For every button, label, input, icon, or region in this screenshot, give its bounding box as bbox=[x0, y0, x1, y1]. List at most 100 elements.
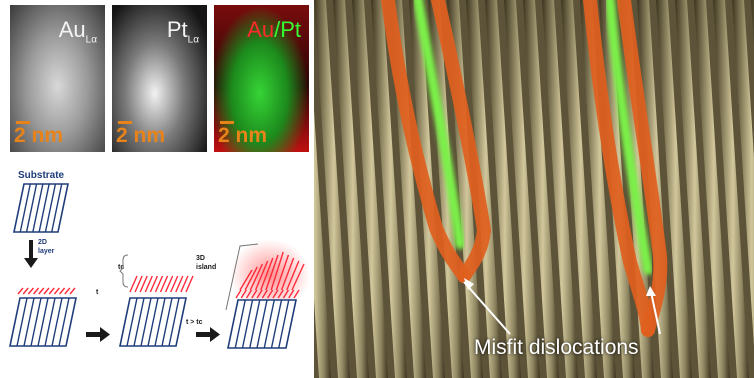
growth-schematic: Substrate 2D layer t tc t > tc 3D island bbox=[9, 170, 310, 349]
lattice-fringe bbox=[314, 110, 331, 378]
substrate-line bbox=[278, 299, 290, 349]
substrate-line bbox=[270, 299, 283, 349]
pt-layer-line bbox=[48, 287, 55, 295]
arrow-down-icon bbox=[24, 240, 38, 268]
substrate-block-2 bbox=[119, 297, 187, 347]
pt-layer-line bbox=[134, 275, 143, 293]
tc-bracket bbox=[119, 254, 129, 288]
pt-layer-line bbox=[245, 289, 253, 299]
lattice-fringe bbox=[504, 0, 540, 378]
pt-layer-line bbox=[282, 289, 290, 299]
arrow-right-icon-2 bbox=[196, 327, 220, 342]
substrate-line bbox=[58, 297, 70, 347]
lattice-fringe bbox=[352, 0, 388, 378]
substrate-line bbox=[126, 297, 138, 347]
pt-island-line bbox=[260, 257, 274, 291]
dislocation-right-core bbox=[605, 0, 653, 275]
substrate-line bbox=[249, 299, 261, 349]
substrate-line bbox=[16, 297, 28, 347]
pt-island-line bbox=[244, 266, 258, 291]
lattice-fringe bbox=[732, 0, 754, 347]
substrate-line bbox=[44, 297, 56, 347]
pt-layer-line bbox=[17, 287, 24, 295]
lattice-fringe bbox=[371, 0, 407, 378]
arrow-right-icon-1 bbox=[86, 327, 110, 342]
lattice-fringe bbox=[656, 0, 692, 378]
dislocation-left-inner bbox=[431, 0, 492, 283]
pt-island-line bbox=[265, 254, 279, 291]
pt-layer-line bbox=[33, 287, 40, 295]
pt-layer-line bbox=[38, 287, 45, 295]
t-label: t bbox=[96, 289, 99, 296]
substrate-line bbox=[44, 183, 57, 233]
lattice-fringe bbox=[542, 0, 578, 378]
substrate-line bbox=[51, 183, 63, 233]
pt-layer-line bbox=[267, 289, 274, 299]
pt-layer-line bbox=[251, 289, 258, 299]
substrate-line bbox=[168, 297, 180, 347]
pt-base-layer bbox=[235, 289, 300, 299]
pt-island-line bbox=[254, 260, 269, 291]
substrate-line bbox=[19, 183, 31, 233]
overlay-scale-label: 2 nm bbox=[218, 124, 268, 147]
pt-island-line bbox=[249, 263, 264, 291]
substrate-line bbox=[241, 299, 254, 349]
pt-map-panel: PtLα 2 nm bbox=[112, 5, 207, 152]
pt-scale-label: 2 nm bbox=[116, 124, 166, 147]
substrate-line bbox=[154, 297, 166, 347]
pt-layer-line bbox=[129, 275, 138, 293]
lattice-fringe bbox=[561, 0, 597, 378]
2d-label-line2: layer bbox=[38, 248, 55, 255]
pt-thick-layer bbox=[129, 275, 194, 293]
substrate-line bbox=[234, 299, 246, 349]
pt-layer-line bbox=[164, 275, 174, 293]
island-bracket bbox=[225, 243, 259, 311]
substrate-line bbox=[263, 299, 275, 349]
pt-island-line bbox=[291, 263, 305, 291]
pt-layer-line bbox=[272, 289, 279, 299]
pt-layer-line bbox=[261, 289, 268, 299]
arrow-right-pointer bbox=[646, 286, 661, 335]
au-pt-overlay-panel: Au/Pt 2 nm bbox=[214, 5, 309, 152]
pt-layer-line bbox=[64, 287, 71, 295]
arrow-left-pointer bbox=[463, 278, 511, 335]
pt-island-line bbox=[239, 269, 253, 291]
substrate-line bbox=[147, 297, 159, 347]
pt-layer-line bbox=[235, 289, 242, 299]
substrate-line bbox=[30, 297, 42, 347]
pt-island-line bbox=[286, 260, 300, 291]
substrate-line bbox=[133, 297, 145, 347]
island-label-line1: 3D bbox=[196, 255, 205, 262]
pt-island-line bbox=[275, 254, 290, 291]
substrate-line bbox=[161, 297, 173, 347]
overlay-scale-bar bbox=[220, 121, 234, 124]
pt-layer-line bbox=[27, 287, 34, 295]
dislocation-left-outer bbox=[381, 0, 471, 283]
pt-map-label: PtLα bbox=[166, 17, 199, 46]
tem-lattice-image bbox=[314, 0, 754, 378]
lattice-fringe bbox=[314, 0, 350, 378]
substrate-block-top bbox=[13, 183, 69, 233]
substrate-block-3 bbox=[227, 299, 297, 349]
pt-layer-line bbox=[180, 275, 189, 293]
au-scale-label: 2 nm bbox=[14, 124, 64, 147]
overlay-map-label: Au/Pt bbox=[247, 17, 301, 42]
pt-layer-line bbox=[175, 275, 184, 293]
pt-2d-layer bbox=[17, 287, 76, 295]
pt-layer-line bbox=[43, 287, 50, 295]
lattice-fringe bbox=[580, 0, 616, 378]
pt-layer-line bbox=[69, 287, 76, 295]
lattice-fringe bbox=[713, 0, 749, 378]
pt-layer-line bbox=[277, 289, 284, 299]
pt-layer-line bbox=[154, 275, 164, 293]
lattice-fringe bbox=[485, 0, 521, 378]
pt-layer-line bbox=[159, 275, 169, 293]
lattice-fringe bbox=[751, 0, 754, 48]
substrate-line bbox=[32, 183, 44, 233]
substrate-label: Substrate bbox=[18, 170, 65, 181]
lattice-fringe bbox=[333, 0, 369, 378]
substrate-line bbox=[140, 297, 152, 347]
pt-3d-island bbox=[239, 251, 305, 291]
tem-caption: Misfit dislocations bbox=[474, 336, 639, 359]
substrate-line bbox=[25, 183, 38, 233]
